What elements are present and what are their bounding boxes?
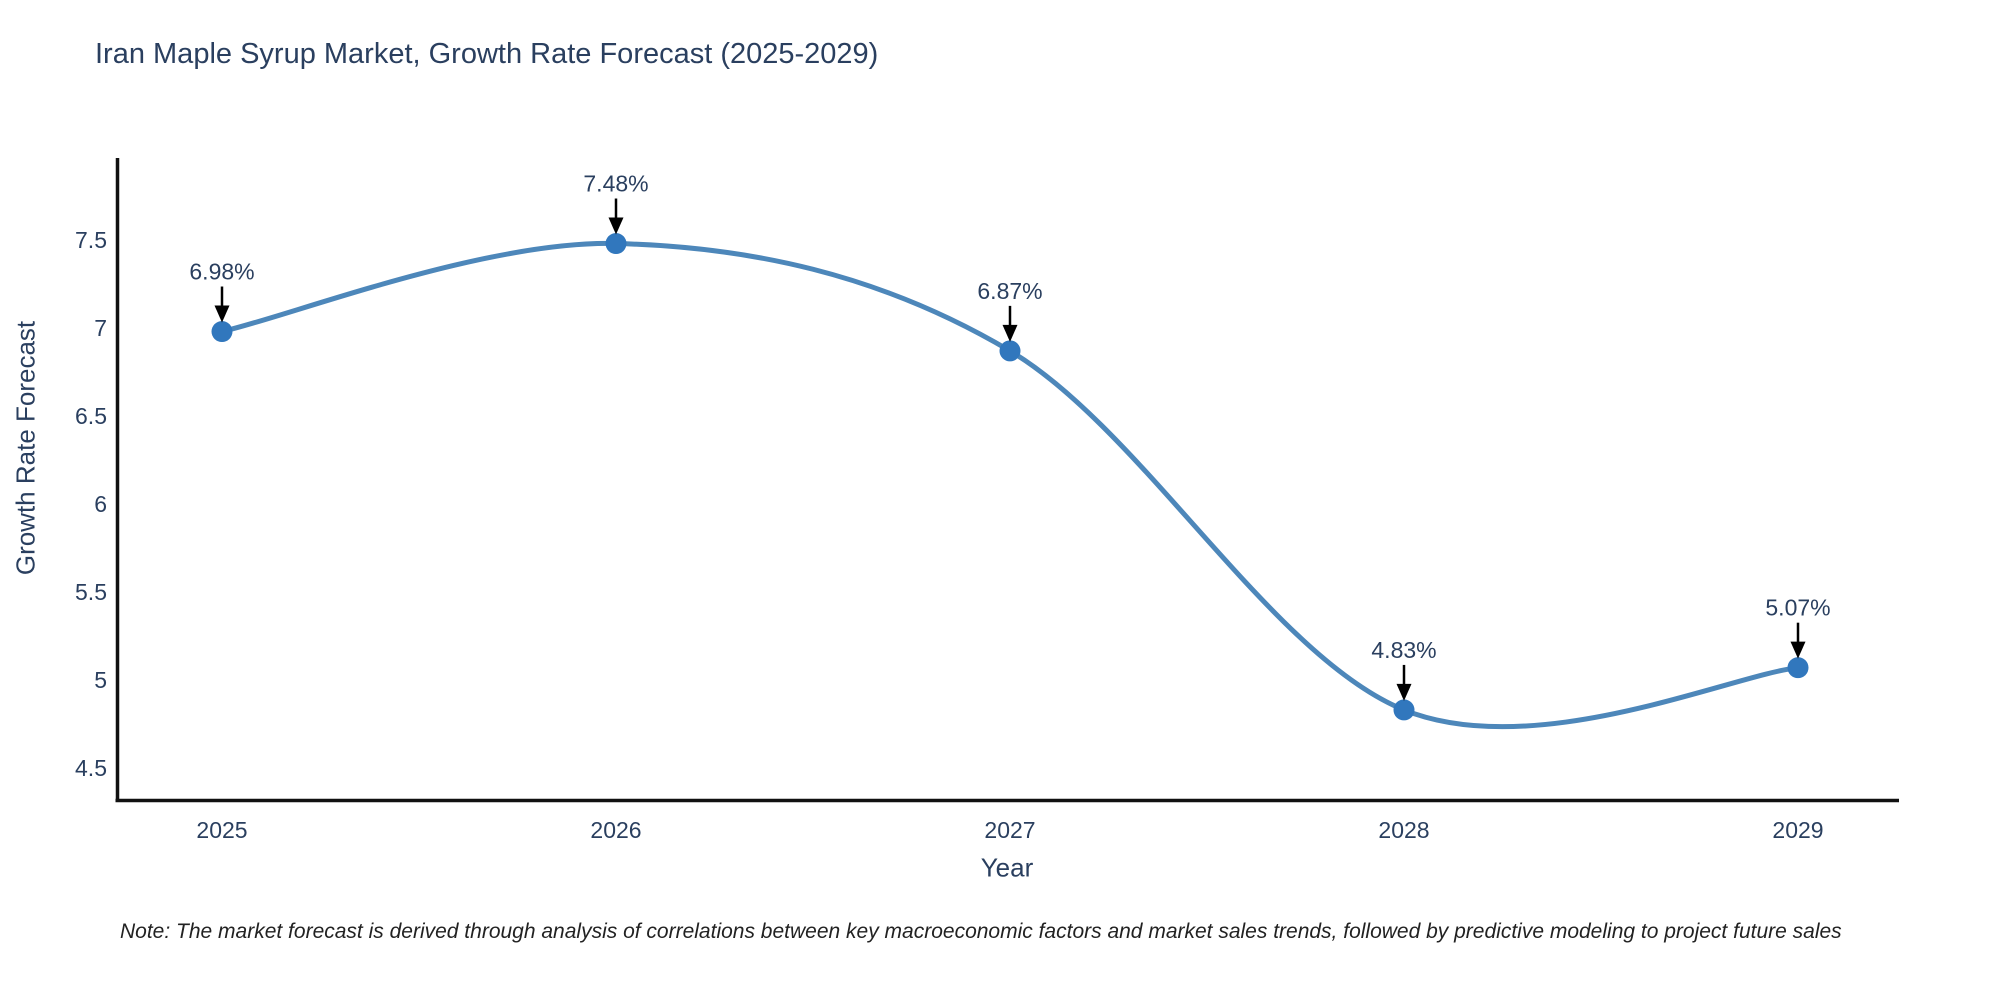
y-tick-label: 6 (94, 491, 107, 517)
footnote: Note: The market forecast is derived thr… (120, 920, 1842, 943)
data-point-marker-2028 (1393, 699, 1415, 721)
x-tick-label: 2025 (196, 817, 247, 843)
annotation-arrowhead-icon (214, 305, 230, 323)
annotation-arrowhead-icon (608, 217, 624, 235)
data-point-label-2029: 5.07% (1765, 595, 1830, 621)
y-axis-title: Growth Rate Forecast (10, 320, 41, 576)
data-point-marker-2027 (999, 340, 1021, 362)
data-point-marker-2025 (211, 321, 233, 343)
x-tick-label: 2028 (1378, 817, 1429, 843)
data-point-label-2026: 7.48% (583, 171, 648, 197)
data-point-label-2027: 6.87% (977, 278, 1042, 304)
annotation-arrowhead-icon (1396, 683, 1412, 701)
chart-title: Iran Maple Syrup Market, Growth Rate For… (95, 38, 879, 70)
y-tick-label: 7 (94, 315, 107, 341)
x-tick-label: 2027 (984, 817, 1035, 843)
x-tick-label: 2029 (1772, 817, 1823, 843)
data-point-marker-2026 (605, 233, 627, 255)
y-tick-label: 6.5 (75, 403, 107, 429)
y-tick-label: 5 (94, 667, 107, 693)
data-point-label-2025: 6.98% (189, 259, 254, 285)
x-axis-title: Year (980, 852, 1034, 883)
y-tick-label: 4.5 (75, 755, 107, 781)
data-point-label-2028: 4.83% (1371, 637, 1436, 663)
y-tick-label: 7.5 (75, 227, 107, 253)
x-tick-label: 2026 (590, 817, 641, 843)
y-tick-label: 5.5 (75, 579, 107, 605)
annotation-arrowhead-icon (1790, 641, 1806, 659)
annotation-arrowhead-icon (1002, 324, 1018, 342)
data-point-marker-2029 (1787, 657, 1809, 679)
